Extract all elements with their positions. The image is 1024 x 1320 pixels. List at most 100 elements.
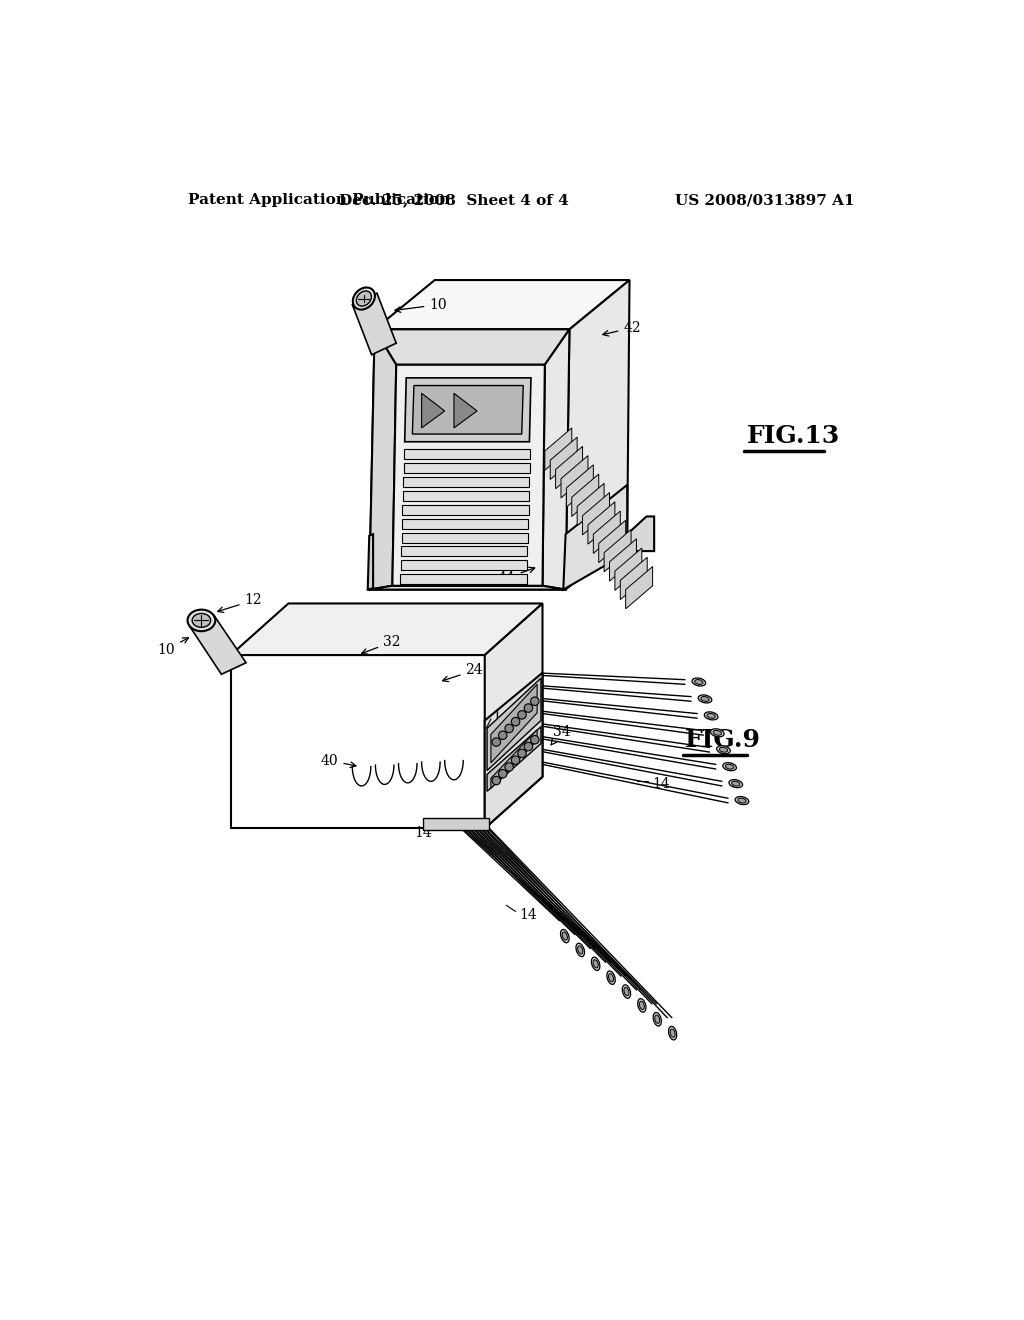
Polygon shape — [402, 519, 528, 529]
Text: 24: 24 — [442, 664, 483, 681]
Polygon shape — [628, 516, 654, 552]
Polygon shape — [375, 280, 630, 330]
Polygon shape — [413, 385, 523, 434]
Ellipse shape — [607, 972, 615, 985]
Ellipse shape — [624, 987, 629, 995]
Polygon shape — [563, 484, 628, 590]
Circle shape — [530, 697, 539, 705]
Polygon shape — [578, 483, 604, 525]
Polygon shape — [370, 330, 569, 590]
Polygon shape — [490, 730, 538, 788]
Polygon shape — [487, 678, 541, 771]
Circle shape — [499, 770, 507, 777]
Polygon shape — [230, 603, 543, 655]
Ellipse shape — [623, 985, 631, 998]
Polygon shape — [401, 533, 528, 543]
Polygon shape — [599, 520, 626, 562]
Ellipse shape — [729, 780, 742, 788]
Ellipse shape — [719, 747, 728, 752]
Ellipse shape — [717, 746, 730, 754]
Polygon shape — [368, 535, 373, 590]
Ellipse shape — [639, 1002, 644, 1010]
Polygon shape — [400, 561, 527, 570]
Text: 14: 14 — [493, 710, 510, 723]
Circle shape — [511, 756, 520, 764]
Ellipse shape — [560, 929, 569, 942]
Ellipse shape — [698, 694, 712, 704]
Circle shape — [505, 763, 513, 771]
Polygon shape — [583, 492, 609, 535]
Ellipse shape — [700, 697, 710, 701]
Polygon shape — [609, 539, 637, 581]
Ellipse shape — [575, 944, 585, 957]
Text: 44: 44 — [498, 568, 535, 585]
Polygon shape — [189, 615, 246, 675]
Circle shape — [524, 704, 532, 713]
Circle shape — [530, 735, 539, 744]
Polygon shape — [370, 330, 396, 590]
Ellipse shape — [670, 1030, 675, 1038]
Ellipse shape — [705, 711, 718, 719]
Ellipse shape — [723, 763, 736, 771]
Text: 42: 42 — [603, 321, 641, 337]
Circle shape — [518, 750, 526, 758]
Text: 10: 10 — [395, 298, 446, 313]
Circle shape — [511, 718, 520, 726]
Text: 12: 12 — [218, 594, 262, 612]
Polygon shape — [487, 726, 541, 792]
Polygon shape — [454, 393, 477, 428]
Polygon shape — [545, 428, 571, 470]
Polygon shape — [375, 330, 569, 364]
Polygon shape — [626, 566, 652, 609]
Polygon shape — [614, 548, 642, 590]
Polygon shape — [561, 455, 588, 498]
Polygon shape — [621, 557, 647, 599]
Ellipse shape — [711, 729, 724, 737]
Circle shape — [518, 710, 526, 719]
Polygon shape — [423, 817, 488, 830]
Ellipse shape — [638, 999, 646, 1012]
Ellipse shape — [593, 960, 598, 968]
Ellipse shape — [193, 614, 211, 627]
Polygon shape — [370, 586, 565, 590]
Polygon shape — [402, 506, 528, 515]
Polygon shape — [604, 529, 631, 572]
Polygon shape — [543, 330, 569, 590]
Polygon shape — [484, 603, 543, 829]
Ellipse shape — [731, 781, 740, 787]
Polygon shape — [400, 574, 526, 585]
Ellipse shape — [707, 713, 716, 718]
Polygon shape — [401, 546, 527, 557]
Ellipse shape — [562, 932, 567, 940]
Text: 10: 10 — [158, 638, 188, 656]
Ellipse shape — [653, 1012, 662, 1026]
Text: FIG.9: FIG.9 — [685, 727, 761, 752]
Ellipse shape — [694, 680, 703, 685]
Circle shape — [499, 731, 507, 739]
Text: FIG.13: FIG.13 — [746, 424, 840, 447]
Ellipse shape — [353, 288, 375, 310]
Text: 14: 14 — [415, 826, 432, 840]
Polygon shape — [484, 673, 543, 829]
Polygon shape — [565, 280, 630, 590]
Circle shape — [493, 738, 501, 746]
Ellipse shape — [737, 799, 746, 803]
Ellipse shape — [735, 796, 749, 805]
Text: 34: 34 — [551, 725, 570, 744]
Polygon shape — [402, 491, 529, 502]
Text: Patent Application Publication: Patent Application Publication — [188, 193, 451, 207]
Text: US 2008/0313897 A1: US 2008/0313897 A1 — [675, 193, 854, 207]
Polygon shape — [588, 502, 614, 544]
Polygon shape — [392, 364, 545, 586]
Circle shape — [493, 776, 501, 785]
Text: 40: 40 — [321, 754, 356, 767]
Ellipse shape — [578, 946, 583, 954]
Polygon shape — [490, 684, 538, 763]
Polygon shape — [571, 474, 599, 516]
Polygon shape — [593, 511, 621, 553]
Ellipse shape — [669, 1027, 677, 1040]
Ellipse shape — [692, 678, 706, 686]
Polygon shape — [566, 465, 593, 507]
Text: 32: 32 — [361, 635, 400, 655]
Polygon shape — [403, 478, 529, 487]
